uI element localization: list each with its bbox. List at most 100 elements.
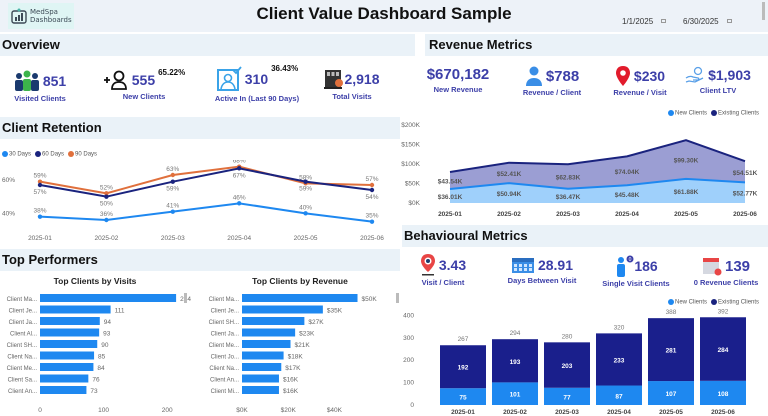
- data-label: $52.41K: [497, 171, 522, 178]
- total-label: 320: [614, 324, 625, 331]
- kpi-days-between-visit: 28.91 Days Between Visit: [502, 256, 582, 285]
- data-label: 50%: [100, 201, 113, 208]
- kpi-value: $788: [545, 67, 580, 85]
- x-tick-label: 200: [162, 407, 173, 414]
- category-label: Client Na...: [7, 355, 37, 361]
- legend-item-new-clients[interactable]: New Clients: [668, 299, 707, 306]
- data-label: $27K: [308, 319, 324, 326]
- header-bar: [0, 0, 768, 32]
- kpi-value: 28.91: [537, 257, 574, 273]
- data-point: [369, 182, 375, 188]
- category-label: Client Ma...: [7, 297, 38, 303]
- y-tick-label: 0: [410, 402, 414, 409]
- x-tick-label: 100: [98, 407, 109, 414]
- data-label: 35%: [365, 213, 378, 220]
- kpi-label: Visited Clients: [14, 94, 66, 103]
- x-tick-label: 2025-01: [28, 235, 52, 242]
- legend-item-90-days[interactable]: 90 Days: [68, 151, 97, 158]
- data-point: [37, 182, 43, 188]
- x-tick-label: 2025-05: [674, 211, 698, 218]
- data-label: $16K: [283, 377, 299, 384]
- legend-item-60-days[interactable]: 60 Days: [35, 151, 64, 158]
- kpi-value: $670,182: [426, 66, 490, 83]
- x-tick-label: 2025-01: [438, 211, 462, 218]
- add-user-icon: [103, 70, 127, 90]
- legend-item-30-days[interactable]: 30 Days: [2, 151, 31, 158]
- kpi-value: 310: [244, 71, 269, 87]
- data-label: 59%: [33, 173, 46, 180]
- category-label: Client Ja...: [211, 332, 240, 338]
- revenue-scrollbar[interactable]: [396, 293, 399, 303]
- x-tick-label: 2025-03: [556, 211, 580, 218]
- category-label: Client Ma...: [209, 297, 240, 303]
- category-label: Client Je...: [9, 309, 38, 315]
- bar-existing-clients: [596, 333, 642, 386]
- data-label: 192: [458, 365, 469, 372]
- data-label: $23K: [299, 331, 315, 338]
- legend-item-existing-clients[interactable]: Existing Clients: [711, 110, 759, 117]
- data-label: 75: [459, 395, 467, 402]
- data-label: $52.77K: [733, 191, 758, 198]
- retention-line-chart: 40% 60% 2025-01 2025-02 2025-03 2025-04 2025-0…: [2, 160, 384, 242]
- calendar-icon[interactable]: [726, 19, 732, 23]
- x-tick-label: 2025-06: [733, 211, 757, 218]
- legend-item-existing-clients[interactable]: Existing Clients: [711, 299, 759, 306]
- overview-header: Overview: [0, 34, 415, 56]
- y-tick-label: $200K: [401, 122, 420, 129]
- data-label: 57%: [365, 176, 378, 183]
- data-point: [237, 201, 242, 206]
- data-label: 93: [103, 331, 111, 338]
- kpi-value: 186: [634, 258, 658, 274]
- kpi-zero-revenue-clients: 139 0 Revenue Clients: [688, 256, 764, 288]
- data-label: $17K: [285, 365, 301, 372]
- logo[interactable]: MedSpa Dashboards: [8, 3, 74, 29]
- bar-new-clients: [648, 381, 694, 405]
- legend-item-new-clients[interactable]: New Clients: [668, 110, 707, 117]
- kpi-label: Total Visits: [332, 92, 372, 101]
- data-label: 58%: [299, 174, 312, 181]
- date-start-picker[interactable]: 1/1/2025: [622, 14, 667, 28]
- kpi-client-ltv: $1,903 Client LTV: [685, 66, 751, 95]
- data-label: $43.54K: [438, 178, 463, 185]
- x-tick-label: 2025-04: [607, 409, 631, 416]
- visits-chart-title: Top Clients by Visits: [53, 276, 137, 286]
- data-label: 68%: [233, 160, 246, 165]
- data-label: $50.94K: [497, 191, 522, 198]
- total-label: 388: [666, 309, 677, 316]
- category-label: Client Me...: [209, 343, 240, 349]
- data-point: [369, 219, 375, 224]
- svg-text:0: 0: [629, 257, 632, 263]
- kpi-active-clients: 310 36.43% Active In (Last 90 Days): [205, 64, 309, 103]
- single-person-icon: 0: [617, 255, 634, 277]
- x-tick-label: 2025-05: [294, 235, 318, 242]
- data-label: $35K: [327, 308, 343, 315]
- kpi-visited-clients: 851 Visited Clients: [2, 70, 78, 103]
- category-label: Client Mi...: [211, 389, 240, 395]
- calendar-zero-icon: [702, 258, 722, 276]
- bar: [40, 305, 111, 314]
- series-line-90-days: [39, 165, 373, 195]
- y-tick-label: 60%: [2, 177, 15, 184]
- kpi-label: New Clients: [122, 92, 166, 101]
- chart-logo-icon: [11, 8, 27, 24]
- data-label: $61.88K: [674, 189, 699, 196]
- bar: [40, 363, 94, 371]
- category-label: Client SH...: [209, 320, 240, 326]
- total-label: 267: [458, 336, 469, 343]
- calendar-icon[interactable]: [661, 19, 667, 23]
- series-line-30-days: [39, 202, 373, 223]
- data-point: [170, 179, 175, 184]
- kpi-value: 139: [724, 257, 751, 275]
- date-end-picker[interactable]: 6/30/2025: [683, 14, 732, 28]
- x-tick-label: 2025-03: [555, 409, 579, 416]
- x-tick-label: 2025-06: [360, 235, 384, 242]
- visits-scrollbar[interactable]: [184, 293, 187, 303]
- data-label: 36%: [100, 211, 113, 218]
- data-point: [37, 179, 43, 184]
- bar-existing-clients: [492, 339, 538, 383]
- logo-line1: MedSpa: [30, 8, 58, 16]
- bar-new-clients: [596, 385, 642, 405]
- scrollbar[interactable]: [762, 2, 765, 20]
- revenue-area-chart: $0K $50K $100K $150K $200K 2025-01 $36.01K $43.…: [401, 122, 758, 218]
